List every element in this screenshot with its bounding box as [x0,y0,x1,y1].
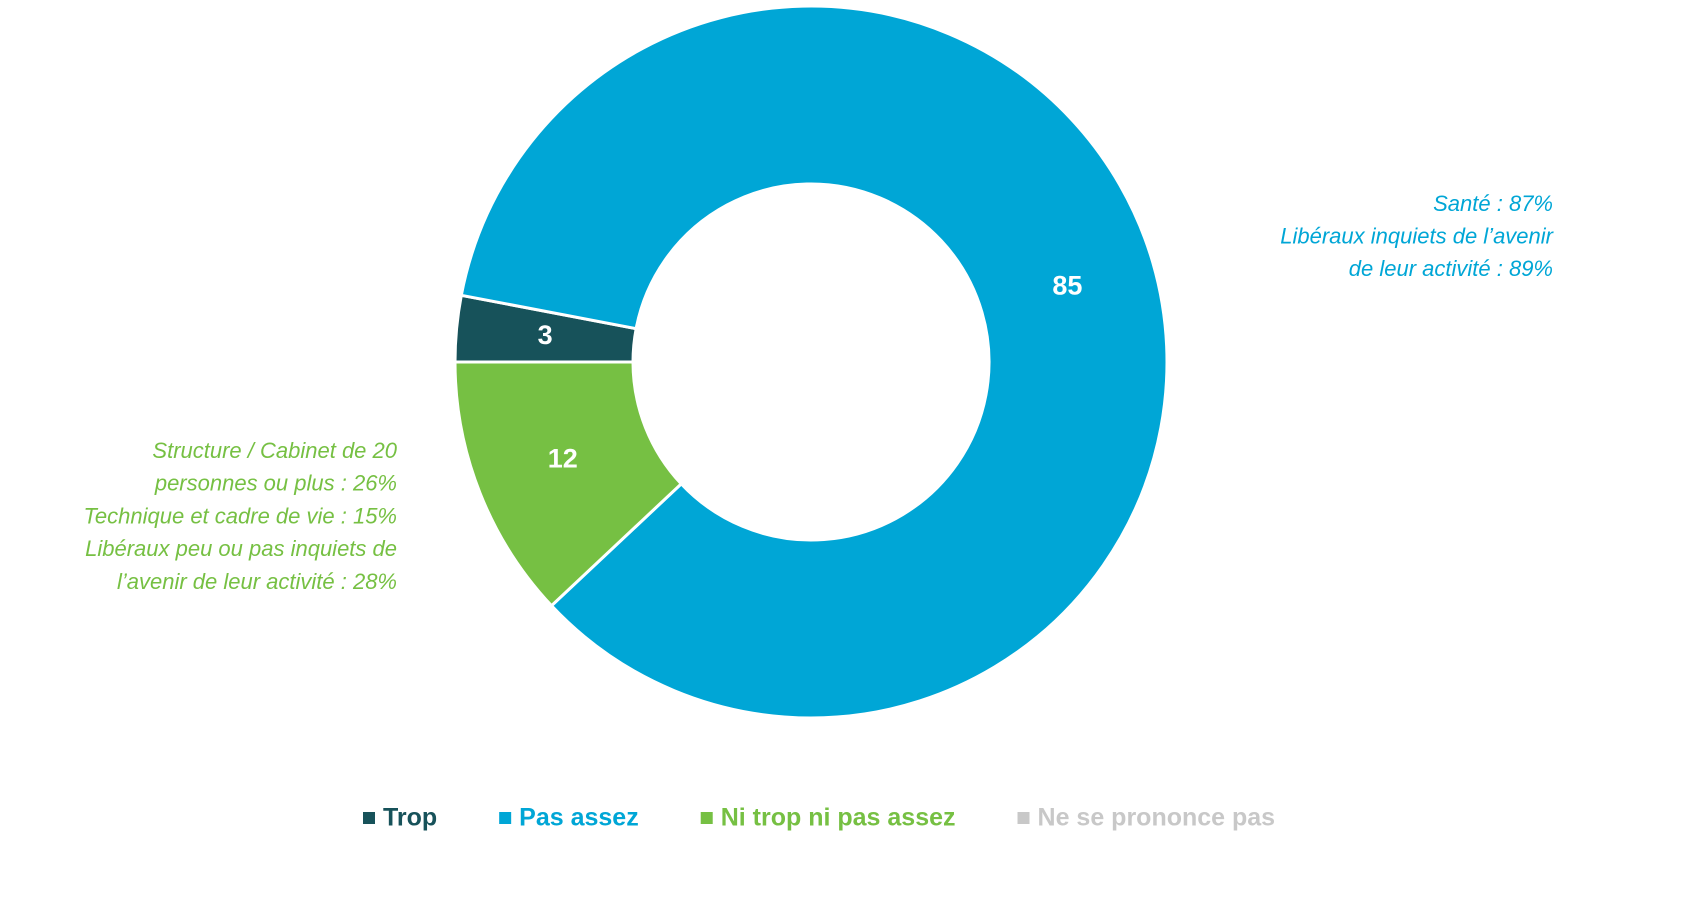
annotation: l’avenir de leur activité : 28% [117,569,397,594]
legend-label: Ne se prononce pas [1038,804,1276,832]
annotation: Technique et cadre de vie : 15% [83,503,397,528]
annotation: Santé : 87% [1433,191,1553,216]
annotation: personnes ou plus : 26% [154,471,397,496]
annotation: Libéraux peu ou pas inquiets de [85,536,397,561]
legend-swatch [499,812,512,824]
legend-swatch [700,812,713,824]
legend-label: Pas assez [519,804,639,832]
data-label: 3 [538,320,553,350]
annotation: Structure / Cabinet de 20 [152,438,397,463]
legend-label: Ni trop ni pas assez [721,804,956,832]
legend-swatch [363,812,375,824]
annotation: de leur activité : 89% [1349,256,1553,281]
legend-swatch [1017,812,1030,824]
data-label: 12 [548,443,578,473]
donut-slice [453,360,684,608]
data-label: 85 [1052,271,1082,301]
donut-slice [459,4,1169,720]
annotation: Libéraux inquiets de l’avenir [1280,223,1554,248]
legend-label: Trop [383,804,437,832]
